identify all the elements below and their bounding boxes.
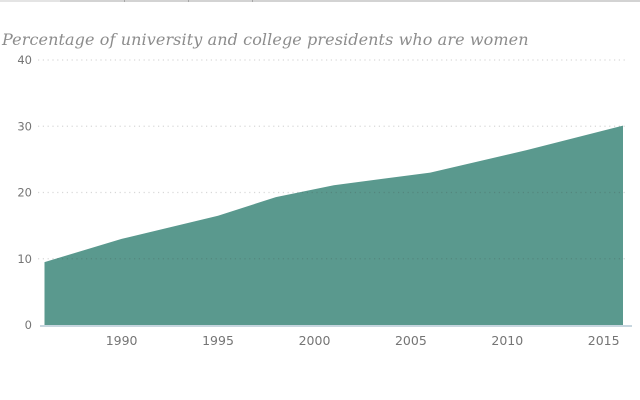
y-tick-label-0: 0 — [25, 318, 32, 332]
x-tick-label-2010: 2010 — [491, 333, 523, 348]
toolbar-edge-divider — [252, 0, 253, 2]
chart-title: Percentage of university and college pre… — [2, 30, 529, 49]
x-tick-label-2000: 2000 — [299, 333, 331, 348]
toolbar-edge-segment — [0, 0, 60, 2]
x-tick-label-1995: 1995 — [202, 333, 234, 348]
toolbar-edge-divider — [124, 0, 125, 2]
area-series-women-presidents — [44, 125, 623, 325]
x-tick-label-1990: 1990 — [106, 333, 138, 348]
y-tick-label-40: 40 — [17, 53, 32, 67]
y-tick-label-20: 20 — [17, 186, 32, 200]
y-tick-label-10: 10 — [17, 252, 32, 266]
cropped-toolbar-edge — [0, 0, 640, 2]
toolbar-edge-segment — [60, 0, 640, 2]
toolbar-edge-divider — [188, 0, 189, 2]
x-tick-label-2005: 2005 — [395, 333, 427, 348]
y-tick-label-30: 30 — [17, 119, 32, 133]
x-tick-label-2015: 2015 — [588, 333, 620, 348]
